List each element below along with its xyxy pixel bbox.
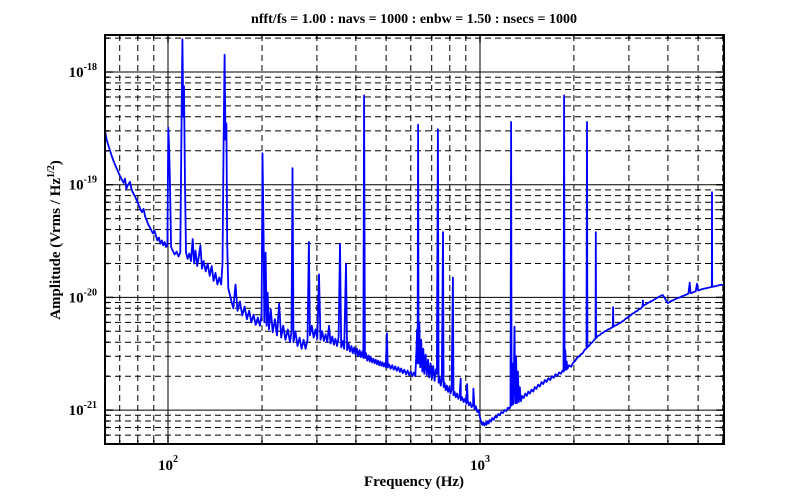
x-tick-label: 103 [470, 454, 490, 474]
y-axis-label-main: Amplitude (Vrms / Hz [48, 178, 64, 320]
y-axis-label: Amplitude (Vrms / Hz1/2) [46, 160, 64, 320]
y-tick-label: 10-21 [69, 400, 97, 419]
grid-layer [105, 35, 724, 445]
y-tick-label: 10-20 [69, 287, 97, 306]
y-axis-label-close: ) [48, 160, 64, 165]
y-axis-label-sup: 1/2 [46, 165, 57, 178]
y-tick-label: 10-18 [69, 62, 97, 81]
spectrum-line [104, 38, 725, 427]
x-tick-label: 102 [158, 454, 178, 474]
axes-box [104, 34, 725, 445]
chart-title: nfft/fs = 1.00 : navs = 1000 : enbw = 1.… [251, 12, 577, 27]
tick-label-layer: 102 103 10-18 10-19 10-20 10-21 [69, 62, 490, 474]
series-layer [104, 38, 725, 427]
y-tick-label: 10-19 [69, 175, 97, 194]
x-axis-label: Frequency (Hz) [364, 474, 464, 490]
